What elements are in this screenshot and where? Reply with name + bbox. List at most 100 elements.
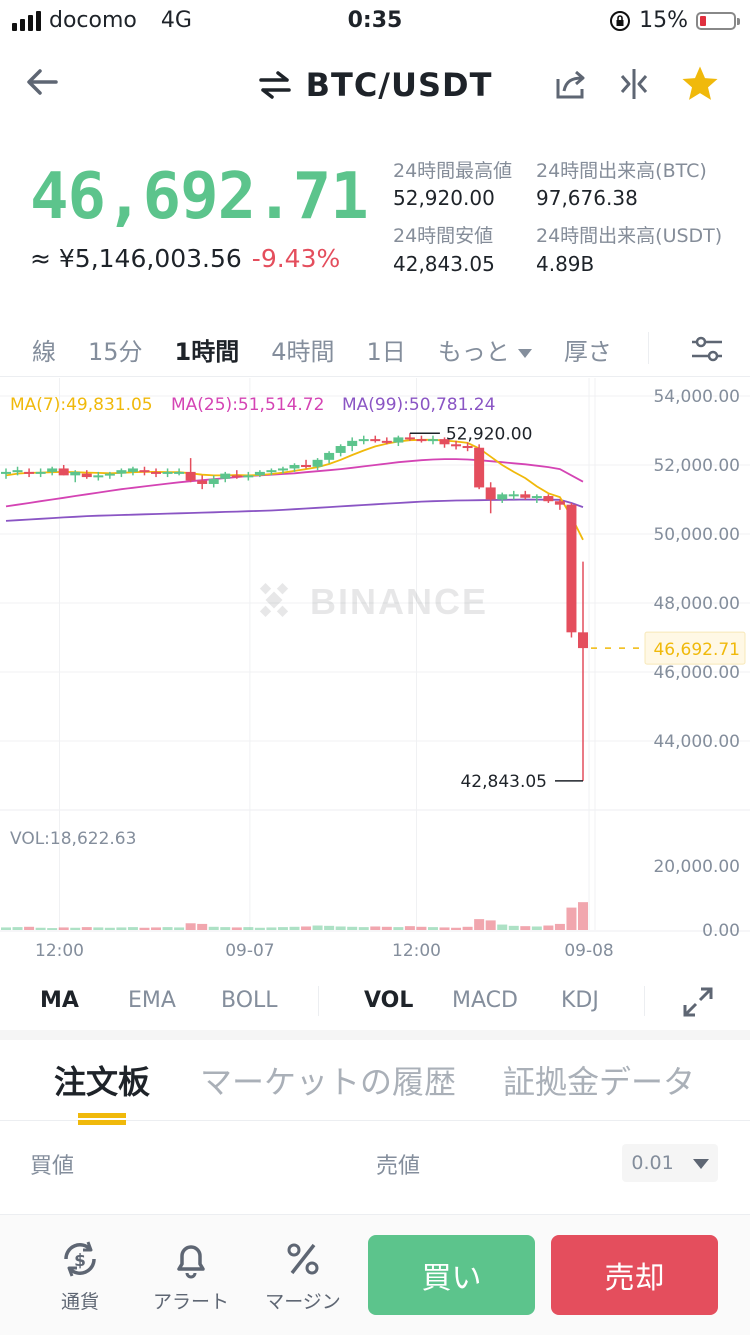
- tab-margin-data[interactable]: 証拠金データ: [503, 1063, 696, 1101]
- volume-bar: [416, 926, 427, 930]
- candle-body: [1, 471, 11, 474]
- interval-tabs: 線 15分 1時間 4時間 1日 もっと 厚さ: [0, 322, 750, 377]
- volume-bar: [554, 923, 565, 930]
- volume-bar: [1, 927, 11, 930]
- volume-usdt-label: 24時間出来高(USDT): [536, 225, 723, 247]
- candle-body: [139, 470, 150, 473]
- low-value: 42,843.05: [393, 252, 495, 276]
- ind-ema[interactable]: EMA: [128, 987, 176, 1013]
- swap-icon[interactable]: [258, 70, 292, 100]
- bell-icon: [177, 1245, 205, 1279]
- high-label: 24時間最高値: [393, 160, 513, 182]
- candle-body: [578, 632, 588, 649]
- candle-body: [347, 440, 358, 447]
- candle-body: [474, 447, 485, 488]
- fullscreen-icon[interactable]: [682, 986, 714, 1018]
- tab-15m[interactable]: 15分: [88, 337, 143, 366]
- candle-body: [531, 496, 542, 499]
- margin-nav[interactable]: マージン: [258, 1237, 348, 1314]
- candle-body: [520, 494, 531, 498]
- tab-4h[interactable]: 4時間: [271, 337, 335, 366]
- price-subline: ≈ ¥5,146,003.56 -9.43%: [30, 244, 340, 273]
- compare-icon[interactable]: [618, 67, 650, 101]
- volume-bar: [185, 923, 196, 930]
- tab-more[interactable]: もっと: [406, 332, 532, 367]
- candle-body: [324, 452, 335, 460]
- volume-bar: [254, 927, 265, 930]
- alert-nav[interactable]: アラート: [146, 1237, 236, 1314]
- candle-body: [24, 471, 35, 474]
- header-actions: [554, 64, 720, 104]
- candle-body: [404, 437, 415, 440]
- buy-button[interactable]: 買い: [368, 1235, 535, 1315]
- price-axis: 54,000.00 52,000.00 50,000.00 48,000.00 46,0…: [653, 387, 740, 941]
- time-tick-label: 09-08: [564, 941, 613, 961]
- volume-bar: [531, 926, 542, 930]
- volume-bar: [462, 926, 473, 930]
- tab-market-history[interactable]: マーケットの履歴: [200, 1063, 457, 1101]
- candlestick-chart[interactable]: BINANCE 54,000.00 52,000.00 50,000.00 48,00…: [0, 378, 750, 968]
- ind-ma[interactable]: MA: [40, 987, 79, 1013]
- volume-bar: [335, 926, 346, 930]
- price-tick-label: 48,000.00: [653, 594, 740, 614]
- tab-depth[interactable]: 厚さ: [563, 337, 612, 366]
- pair-title[interactable]: BTC/USDT: [0, 66, 750, 104]
- volume-bar: [162, 927, 173, 930]
- candle-body: [393, 437, 404, 443]
- bid-label: 買値: [30, 1154, 75, 1179]
- watermark-text: BINANCE: [310, 581, 488, 622]
- price-tick-label: 46,000.00: [653, 663, 740, 683]
- volume-tick-label: 20,000.00: [653, 857, 740, 877]
- tab-1h[interactable]: 1時間: [174, 337, 240, 366]
- volume-bar: [174, 927, 185, 930]
- back-arrow-icon[interactable]: [22, 62, 62, 109]
- tab-1d[interactable]: 1日: [366, 337, 406, 366]
- candle-body: [81, 473, 92, 478]
- precision-select[interactable]: 0.01: [622, 1144, 718, 1182]
- volume-bar: [485, 920, 496, 930]
- volume-bar: [508, 925, 519, 930]
- ind-kdj[interactable]: KDJ: [561, 987, 599, 1013]
- tab-orderbook[interactable]: 注文板: [54, 1057, 150, 1125]
- star-icon[interactable]: [680, 64, 720, 104]
- candle-body: [208, 478, 219, 484]
- change-percent: -9.43%: [251, 244, 341, 273]
- volume-bar: [497, 924, 508, 930]
- orderbook-header: 買値 売値: [30, 1148, 720, 1180]
- volume-bar: [404, 926, 415, 930]
- sell-button[interactable]: 売却: [551, 1235, 718, 1315]
- ind-macd[interactable]: MACD: [452, 987, 518, 1013]
- candle-body: [335, 446, 346, 453]
- candle-body: [543, 496, 554, 502]
- candle-body: [427, 439, 438, 442]
- candle-body: [35, 471, 46, 474]
- volume-bar: [243, 927, 254, 930]
- ma25-line: [5, 458, 584, 508]
- ind-vol[interactable]: VOL: [364, 987, 414, 1013]
- chart-grid: [0, 378, 750, 932]
- volume-bar: [12, 927, 23, 930]
- current-price-tag: [644, 631, 746, 665]
- tab-line[interactable]: 線: [32, 337, 56, 366]
- candle-body: [58, 468, 69, 476]
- volume-bar: [520, 926, 531, 930]
- coin-nav[interactable]: $ 通貨: [35, 1237, 125, 1314]
- volume-bar: [116, 927, 127, 930]
- volume-bar: [35, 927, 46, 930]
- volume-bar: [578, 902, 588, 930]
- candle-body: [289, 465, 300, 469]
- high-marker-label: 52,920.00: [446, 424, 533, 444]
- volume-bar: [197, 923, 208, 930]
- price-markers: 52,920.00 42,843.05 46,692.71: [409, 424, 746, 792]
- candle-body: [231, 475, 242, 478]
- candle-body: [508, 494, 519, 497]
- volume-bar: [324, 925, 335, 930]
- volume-bar: [151, 927, 162, 930]
- ind-boll[interactable]: BOLL: [221, 987, 278, 1013]
- battery-icon: [696, 11, 740, 30]
- chart-settings-icon[interactable]: [690, 336, 724, 362]
- volume-bar: [393, 927, 404, 930]
- time-tick-label: 12:00: [392, 941, 441, 961]
- share-icon[interactable]: [554, 67, 588, 101]
- ma25-legend: MA(25):51,514.72: [171, 395, 324, 415]
